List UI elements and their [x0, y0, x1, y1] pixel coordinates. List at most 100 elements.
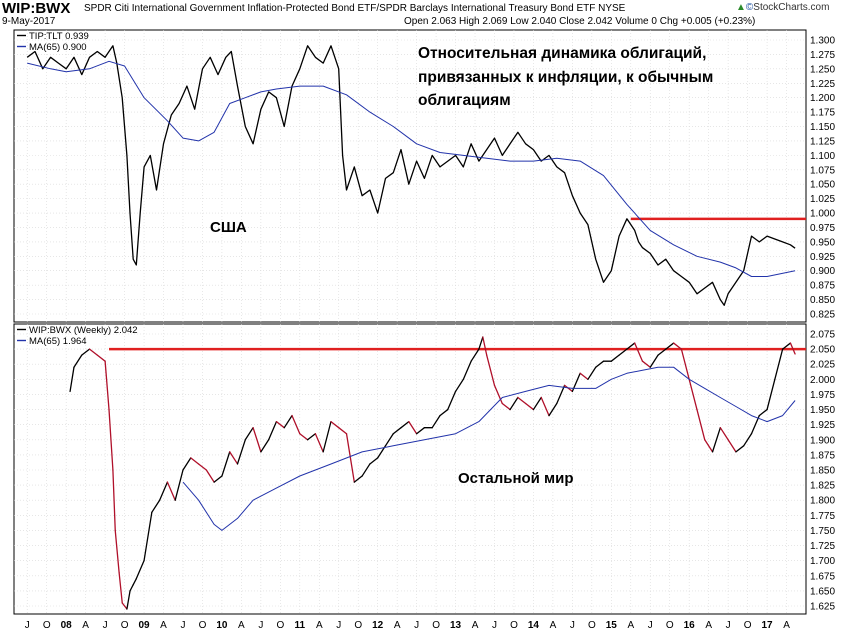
x-tick-label: O	[432, 620, 440, 631]
symbol-description: SPDR Citi International Government Infla…	[84, 3, 626, 14]
y-tick-label: 1.750	[810, 526, 835, 537]
y-tick-label: 1.900	[810, 435, 835, 446]
y-tick-label: 1.850	[810, 466, 835, 477]
series-segment	[719, 427, 729, 441]
series-segment	[190, 457, 200, 465]
y-tick-label: 1.275	[810, 50, 835, 61]
series-segment	[260, 439, 270, 453]
series-segment	[330, 420, 340, 429]
y-tick-label: 1.125	[810, 136, 835, 147]
y-tick-label: 0.950	[810, 237, 835, 248]
x-tick-label: O	[744, 620, 752, 631]
y-tick-label: 1.800	[810, 496, 835, 507]
series-segment	[392, 427, 402, 435]
series-segment	[221, 451, 231, 477]
y-tick-label: 1.225	[810, 79, 835, 90]
x-tick-label: A	[160, 620, 167, 631]
y-tick-label: 1.650	[810, 586, 835, 597]
y-tick-label: 1.150	[810, 122, 835, 133]
x-tick-label: 13	[450, 620, 462, 631]
series-segment	[587, 366, 597, 380]
x-tick-label: A	[705, 620, 712, 631]
legend-label: TIP:TLT 0.939	[29, 31, 89, 42]
x-tick-label: A	[238, 620, 245, 631]
series-segment	[229, 451, 239, 465]
x-tick-label: O	[43, 620, 51, 631]
series-line-ma	[182, 366, 796, 531]
series-segment	[69, 366, 75, 393]
series-segment	[205, 469, 215, 483]
brand-logo[interactable]: ▲©StockCharts.com	[736, 2, 829, 13]
series-segment	[322, 420, 332, 453]
series-segment	[151, 499, 161, 513]
x-tick-label: O	[510, 620, 518, 631]
series-segment	[482, 336, 488, 356]
x-tick-label: O	[354, 620, 362, 631]
series-segment	[766, 378, 776, 411]
series-segment	[126, 590, 131, 610]
x-tick-label: 17	[761, 620, 773, 631]
y-tick-label: 0.975	[810, 223, 835, 234]
series-segment	[244, 427, 254, 441]
panel-frame-0	[13, 29, 807, 323]
series-segment	[129, 584, 134, 592]
series-segment	[108, 408, 114, 471]
series-segment	[96, 354, 106, 362]
series-segment	[680, 348, 690, 380]
x-tick-label: J	[492, 620, 497, 631]
y-tick-label: 1.700	[810, 556, 835, 567]
series-segment	[81, 348, 91, 356]
series-segment	[696, 408, 706, 441]
series-segment	[618, 348, 628, 356]
x-tick-label: A	[550, 620, 557, 631]
series-segment	[509, 396, 519, 411]
series-segment	[540, 396, 550, 417]
series-segment	[384, 433, 394, 447]
series-segment	[431, 414, 441, 429]
series-segment	[314, 433, 324, 453]
x-tick-label: 16	[684, 620, 696, 631]
y-tick-label: 1.200	[810, 93, 835, 104]
series-segment	[532, 396, 542, 411]
y-tick-label: 1.175	[810, 108, 835, 119]
series-segment	[104, 360, 110, 411]
series-segment	[688, 378, 698, 411]
x-tick-label: J	[103, 620, 108, 631]
series-segment	[236, 439, 246, 465]
y-tick-label: 1.875	[810, 450, 835, 461]
series-segment	[789, 342, 796, 355]
x-tick-label: O	[276, 620, 284, 631]
series-segment	[291, 414, 301, 435]
x-tick-label: 12	[372, 620, 384, 631]
series-line-price	[26, 45, 796, 306]
series-segment	[197, 463, 208, 471]
y-tick-label: 1.075	[810, 165, 835, 176]
series-segment	[353, 475, 363, 483]
series-segment	[626, 342, 636, 350]
series-segment	[361, 463, 371, 477]
x-tick-label: 10	[216, 620, 228, 631]
series-segment	[758, 408, 768, 417]
legend-label: WIP:BWX (Weekly) 2.042	[29, 325, 138, 336]
series-segment	[112, 469, 116, 532]
series-segment	[634, 342, 644, 362]
x-tick-label: A	[472, 620, 479, 631]
y-tick-label: 1.050	[810, 180, 835, 191]
x-tick-label: A	[316, 620, 323, 631]
x-tick-label: 08	[61, 620, 73, 631]
x-tick-label: J	[414, 620, 419, 631]
y-tick-label: 2.025	[810, 360, 835, 371]
y-tick-label: 1.675	[810, 571, 835, 582]
y-tick-label: 0.825	[810, 310, 835, 321]
series-segment	[447, 390, 457, 411]
x-tick-label: 14	[528, 620, 540, 631]
series-segment	[672, 342, 683, 350]
quote-summary: Open 2.063 High 2.069 Low 2.040 Close 2.…	[404, 16, 756, 27]
x-tick-label: J	[570, 620, 575, 631]
series-segment	[158, 481, 169, 501]
series-segment	[408, 420, 418, 435]
x-tick-label: 15	[606, 620, 618, 631]
x-tick-label: J	[25, 620, 30, 631]
